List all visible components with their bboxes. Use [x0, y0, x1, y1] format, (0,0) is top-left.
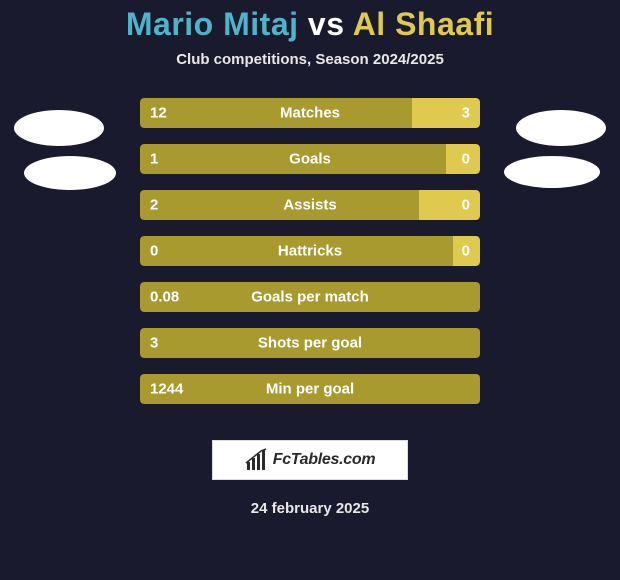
stat-bars: 12 3 Matches 1 0 Goals 2 0 Assists 0 0 Hattricks 0.0… — [140, 98, 480, 420]
stat-value-left: 1244 — [150, 381, 183, 398]
player2-avatar — [516, 110, 606, 146]
stat-metric-label: Hattricks — [278, 243, 342, 260]
player1-avatar — [14, 110, 104, 146]
stat-value-right: 0 — [462, 151, 470, 168]
stat-value-left: 12 — [150, 105, 167, 122]
stat-row: 2 0 Assists — [140, 190, 480, 220]
player2-name: Al Shaafi — [353, 6, 494, 42]
stat-metric-label: Matches — [280, 105, 340, 122]
stat-metric-label: Assists — [283, 197, 336, 214]
stat-value-left: 0 — [150, 243, 158, 260]
comparison-title: Mario Mitaj vs Al Shaafi — [0, 0, 620, 43]
stat-value-left: 2 — [150, 197, 158, 214]
player1-name: Mario Mitaj — [126, 6, 299, 42]
date-text: 24 february 2025 — [0, 500, 620, 517]
player2-team-avatar — [504, 156, 600, 188]
brand-text: FcTables.com — [273, 451, 376, 469]
stat-value-left: 1 — [150, 151, 158, 168]
stat-row: 12 3 Matches — [140, 98, 480, 128]
stat-value-right: 0 — [462, 243, 470, 260]
player1-team-avatar — [24, 156, 116, 190]
stat-value-left: 3 — [150, 335, 158, 352]
stat-row: 1244 Min per goal — [140, 374, 480, 404]
stat-metric-label: Goals — [289, 151, 331, 168]
bar-left — [140, 98, 412, 128]
stat-row: 1 0 Goals — [140, 144, 480, 174]
comparison-chart: 12 3 Matches 1 0 Goals 2 0 Assists 0 0 Hattricks 0.0… — [0, 98, 620, 418]
stat-row: 0.08 Goals per match — [140, 282, 480, 312]
bar-left — [140, 190, 419, 220]
stat-metric-label: Shots per goal — [258, 335, 362, 352]
stat-row: 0 0 Hattricks — [140, 236, 480, 266]
stat-metric-label: Goals per match — [251, 289, 369, 306]
stat-metric-label: Min per goal — [266, 381, 354, 398]
stat-value-right: 0 — [462, 197, 470, 214]
stat-row: 3 Shots per goal — [140, 328, 480, 358]
bar-right — [419, 190, 480, 220]
subtitle-text: Club competitions, Season 2024/2025 — [0, 51, 620, 68]
chart-icon — [245, 448, 269, 472]
stat-value-left: 0.08 — [150, 289, 179, 306]
branding-box: FcTables.com — [210, 438, 410, 482]
vs-text: vs — [308, 6, 345, 42]
stat-value-right: 3 — [462, 105, 470, 122]
